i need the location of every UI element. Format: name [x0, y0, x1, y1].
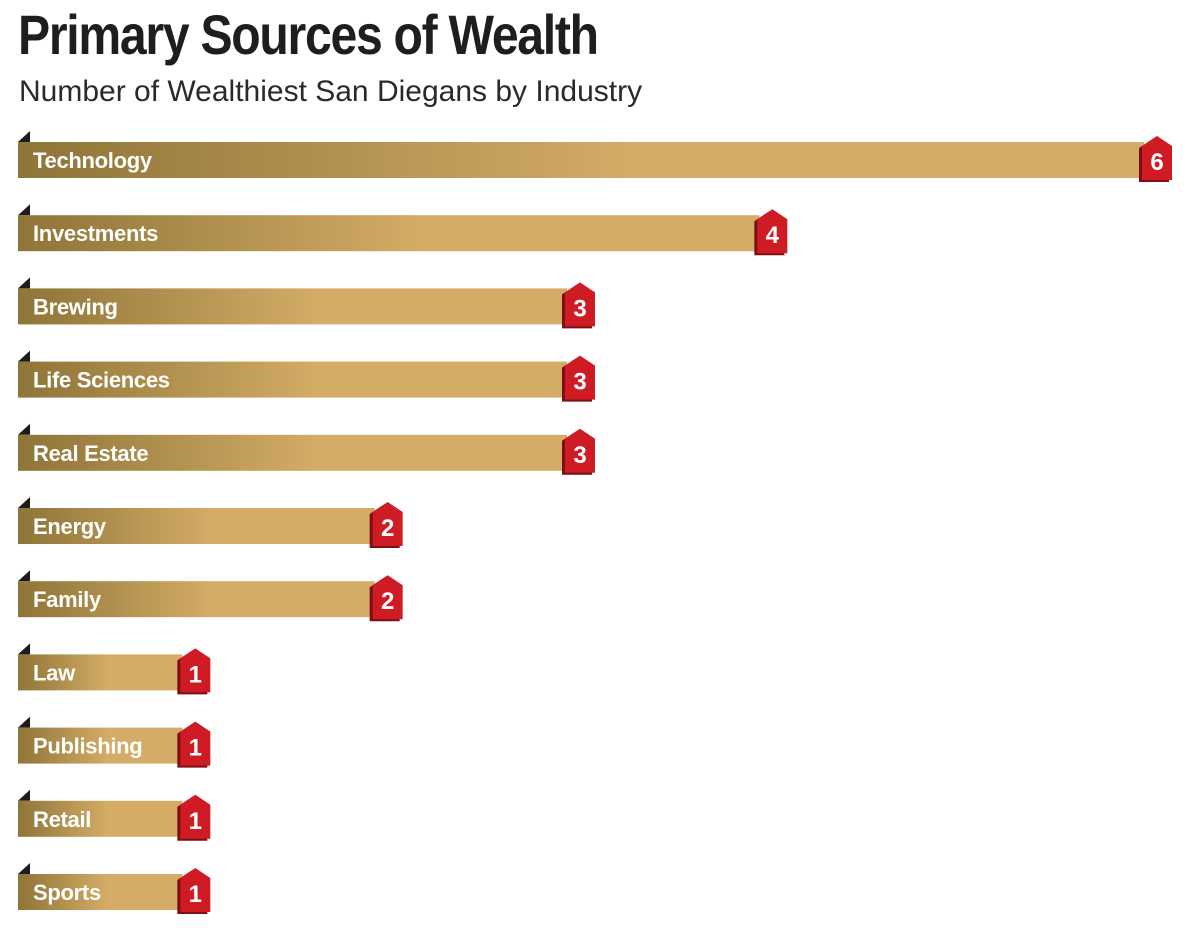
value-badge	[1142, 136, 1172, 180]
bar-tab	[18, 277, 30, 289]
bar	[18, 142, 1144, 178]
chart-title: Primary Sources of Wealth	[18, 3, 599, 66]
value-label: 1	[189, 661, 202, 688]
bar-row: Investments 4	[18, 204, 788, 256]
value-label: 2	[381, 588, 394, 615]
bar	[18, 288, 567, 325]
value-badge	[372, 502, 403, 546]
value-label: 4	[766, 222, 780, 249]
value-badge	[565, 282, 595, 327]
bar-label: Energy	[33, 514, 107, 539]
bar	[18, 727, 183, 764]
bar-label: Real Estate	[33, 441, 148, 466]
value-label: 3	[573, 369, 586, 396]
bar-row: Family 2	[18, 570, 403, 622]
bar-label: Retail	[33, 807, 91, 832]
value-badge	[372, 575, 403, 620]
value-badge	[565, 428, 595, 473]
bar-label: Publishing	[33, 734, 142, 759]
value-badge	[565, 355, 595, 400]
chart-subtitle: Number of Wealthiest San Diegans by Indu…	[19, 75, 643, 108]
bar-row: Energy 2	[18, 497, 403, 548]
bar	[18, 800, 183, 837]
bar-label: Family	[33, 587, 102, 612]
value-badge	[180, 721, 211, 766]
bar-row: Publishing 1	[18, 716, 211, 768]
bar-row: Sports 1	[18, 863, 211, 914]
bar-row: Life Sciences 3	[18, 350, 595, 402]
bar-tab	[18, 497, 30, 508]
value-label: 1	[189, 735, 202, 762]
bar	[18, 581, 375, 618]
bar-row: Brewing 3	[18, 277, 595, 329]
bar	[18, 434, 567, 471]
bar-tab	[18, 570, 30, 582]
bar-label: Sports	[33, 880, 101, 905]
bar-row: Real Estate 3	[18, 423, 595, 475]
bar	[18, 874, 183, 910]
bar-tab	[18, 423, 30, 435]
value-label: 6	[1150, 149, 1163, 176]
value-badge	[180, 868, 211, 912]
value-label: 3	[573, 295, 586, 322]
bar-row: Law 1	[18, 643, 211, 695]
bar-label: Life Sciences	[33, 368, 170, 393]
value-label: 2	[381, 515, 394, 542]
bar	[18, 654, 183, 691]
bar	[18, 508, 375, 544]
bar-label: Investments	[33, 221, 158, 246]
bar	[18, 361, 567, 398]
value-badge	[180, 794, 211, 839]
bar-tab	[18, 350, 30, 362]
bar-tab	[18, 716, 30, 728]
bar-tab	[18, 131, 30, 142]
bar-tab	[18, 643, 30, 655]
bar-label: Brewing	[33, 294, 118, 319]
bar	[18, 215, 760, 252]
value-label: 1	[189, 808, 202, 835]
bar-label: Law	[33, 660, 76, 685]
bar-tab	[18, 204, 30, 216]
value-label: 1	[189, 881, 202, 908]
bar-tab	[18, 863, 30, 874]
bar-row: Retail 1	[18, 789, 211, 841]
value-badge	[757, 209, 788, 254]
value-badge	[180, 648, 211, 693]
value-label: 3	[573, 442, 586, 469]
bar-row: Technology 6	[18, 131, 1172, 182]
bar-label: Technology	[33, 148, 153, 173]
bar-tab	[18, 789, 30, 801]
